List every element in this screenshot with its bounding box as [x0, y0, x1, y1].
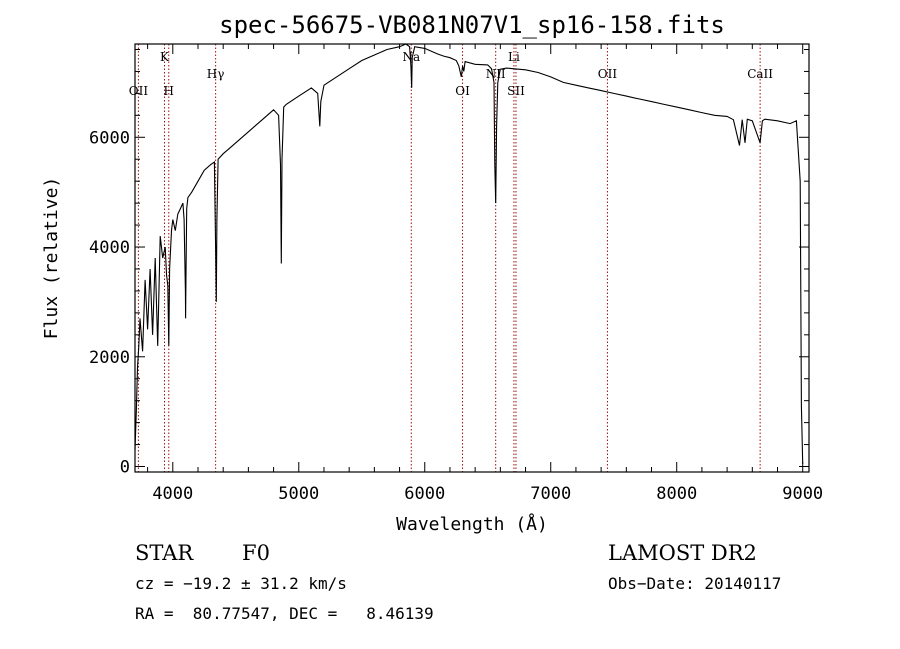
y-axis-label: Flux (relative)	[41, 177, 62, 340]
redshift-text: cz = −19.2 ± 31.2 km/s	[135, 574, 347, 593]
coords-text: RA = 80.77547, DEC = 8.46139	[135, 604, 434, 623]
y-tick-label: 2000	[89, 348, 130, 368]
y-tick-label: 6000	[89, 128, 130, 148]
chart-title: spec-56675-VB081N07V1_sp16-158.fits	[219, 11, 725, 39]
line-marker-label: Hγ	[207, 67, 225, 81]
line-marker-label: Na	[402, 50, 420, 64]
x-tick-label: 5000	[278, 484, 319, 504]
y-tick-label: 4000	[89, 238, 130, 258]
x-tick-label: 8000	[656, 484, 697, 504]
x-tick-label: 6000	[404, 484, 445, 504]
line-marker-label: NII	[486, 67, 506, 81]
plot-frame	[134, 43, 810, 473]
x-tick-label: 9000	[782, 484, 823, 504]
line-marker-label: CaII	[747, 67, 773, 81]
spectral-subclass: F0	[242, 541, 270, 565]
spectrum-line	[134, 43, 804, 464]
object-class: STAR	[135, 541, 194, 565]
y-axis-ticks: 0 2000 4000 6000	[89, 48, 809, 478]
line-marker-label: Li	[508, 50, 520, 64]
x-tick-label: 4000	[152, 484, 193, 504]
x-tick-label: 7000	[530, 484, 571, 504]
survey-name: LAMOST DR2	[608, 541, 757, 565]
y-tick-label: 0	[120, 458, 130, 478]
x-axis-label: Wavelength (Å)	[396, 513, 548, 535]
line-marker-label: OII	[598, 67, 618, 81]
obs-date-text: Obs−Date: 20140117	[608, 574, 781, 593]
line-marker-label: H	[164, 84, 174, 98]
line-marker-label: SII	[507, 84, 525, 98]
line-marker-label: OI	[455, 84, 470, 98]
line-marker-label: OII	[129, 84, 149, 98]
x-axis-ticks: 4000 5000 6000 7000 8000 9000	[147, 44, 823, 504]
line-marker-label: K	[160, 50, 170, 64]
